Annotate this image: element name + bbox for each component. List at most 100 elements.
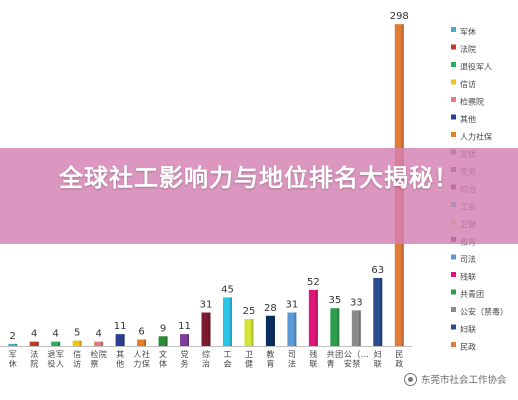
legend-swatch bbox=[451, 132, 456, 137]
bar-shade bbox=[229, 297, 232, 346]
bar bbox=[330, 308, 340, 346]
bar bbox=[287, 312, 297, 346]
value-label: 45 bbox=[221, 284, 234, 295]
bar-shade bbox=[337, 308, 340, 346]
legend-label: 民政 bbox=[460, 342, 476, 352]
bar bbox=[244, 319, 254, 346]
legend-label: 军休 bbox=[460, 27, 476, 37]
bar-shade bbox=[79, 340, 82, 346]
legend-swatch bbox=[451, 62, 456, 67]
legend-swatch bbox=[451, 307, 456, 312]
legend-label: 人力社保 bbox=[460, 132, 492, 142]
bar bbox=[8, 343, 18, 346]
value-label: 11 bbox=[178, 321, 191, 332]
bar-shade bbox=[15, 343, 18, 346]
tick-label: 工会 bbox=[223, 350, 231, 369]
value-label: 4 bbox=[31, 329, 37, 340]
value-label: 52 bbox=[307, 277, 320, 288]
title-banner bbox=[0, 148, 518, 244]
legend-swatch bbox=[451, 289, 456, 295]
bar-shade bbox=[58, 341, 61, 346]
legend-label: 公安（禁毒） bbox=[460, 307, 508, 317]
value-label: 4 bbox=[52, 329, 58, 340]
bar bbox=[351, 310, 361, 346]
legend-label: 法院 bbox=[460, 44, 476, 54]
value-label: 31 bbox=[200, 300, 213, 311]
legend-swatch bbox=[451, 254, 456, 260]
tick-label: 共青团 bbox=[327, 350, 344, 369]
value-label: 298 bbox=[390, 11, 409, 22]
value-label: 11 bbox=[114, 321, 127, 332]
legend-swatch bbox=[451, 324, 456, 330]
value-label: 33 bbox=[350, 297, 363, 308]
legend-label: 退役军人 bbox=[460, 62, 492, 72]
tick-label: 退役军人 bbox=[47, 350, 64, 369]
legend-swatch bbox=[451, 114, 456, 120]
tick-label: 人力社保 bbox=[133, 349, 150, 369]
tick-label: 妇联 bbox=[374, 349, 382, 369]
legend-label: 共青团 bbox=[460, 289, 484, 299]
bar bbox=[72, 340, 82, 346]
bar bbox=[222, 297, 232, 346]
bar-shade bbox=[380, 277, 383, 346]
bar bbox=[308, 289, 318, 346]
bar bbox=[137, 339, 147, 346]
bar bbox=[180, 334, 190, 346]
bar bbox=[373, 277, 383, 346]
bar-shade bbox=[144, 339, 147, 346]
bar bbox=[201, 312, 211, 346]
legend-swatch bbox=[451, 97, 456, 102]
value-label: 63 bbox=[371, 265, 384, 276]
tick-label: 教育 bbox=[266, 349, 274, 369]
bar bbox=[115, 334, 125, 346]
bar-shade bbox=[101, 341, 104, 346]
tick-label: 公安（禁… bbox=[344, 350, 369, 369]
legend-label: 妇联 bbox=[460, 324, 476, 334]
bar-shade bbox=[208, 312, 211, 346]
legend-swatch bbox=[451, 272, 456, 277]
legend-swatch bbox=[451, 44, 456, 50]
value-label: 31 bbox=[286, 300, 299, 311]
tick-label: 信访 bbox=[73, 349, 81, 369]
value-label: 25 bbox=[243, 306, 256, 317]
watermark: 东莞市社会工作协会 bbox=[404, 370, 507, 388]
value-label: 28 bbox=[264, 303, 277, 314]
tick-label: 卫健 bbox=[245, 350, 253, 369]
tick-label: 法院 bbox=[30, 349, 38, 369]
legend-label: 信访 bbox=[460, 79, 476, 89]
watermark-text: 东莞市社会工作协会 bbox=[421, 375, 507, 386]
value-label: 2 bbox=[10, 331, 16, 342]
legend-swatch bbox=[451, 79, 456, 85]
bar-shade bbox=[272, 315, 275, 346]
bar-shade bbox=[122, 334, 125, 346]
bar-shade bbox=[36, 341, 39, 346]
tick-label: 其他 bbox=[116, 350, 124, 369]
bar bbox=[265, 315, 275, 346]
bar-shade bbox=[165, 336, 168, 346]
banner-title: 全球社工影响力与地位排名大揭秘！ bbox=[59, 164, 459, 192]
bar bbox=[158, 336, 168, 346]
bar-shade bbox=[251, 319, 254, 346]
legend-label: 其他 bbox=[460, 114, 476, 124]
tick-label: 司法 bbox=[288, 350, 296, 369]
tick-label: 军休 bbox=[9, 350, 17, 369]
bar-shade bbox=[358, 310, 361, 346]
bar-shade bbox=[315, 289, 318, 346]
value-label: 4 bbox=[95, 329, 101, 340]
bar bbox=[94, 341, 104, 346]
tick-label: 民政 bbox=[395, 350, 403, 369]
value-label: 35 bbox=[328, 295, 341, 306]
bar bbox=[29, 341, 39, 346]
tick-label: 综治 bbox=[202, 349, 210, 369]
bar-shade bbox=[294, 312, 297, 346]
legend-swatch bbox=[451, 27, 456, 32]
legend-label: 残联 bbox=[460, 272, 476, 282]
legend-swatch bbox=[451, 342, 456, 347]
tick-label: 文体 bbox=[159, 349, 167, 369]
value-label: 6 bbox=[138, 327, 144, 338]
tick-label: 残联 bbox=[309, 349, 317, 369]
legend-label: 司法 bbox=[460, 254, 476, 264]
bar-shade bbox=[187, 334, 190, 346]
legend-label: 检察院 bbox=[460, 97, 484, 107]
value-label: 5 bbox=[74, 328, 80, 339]
